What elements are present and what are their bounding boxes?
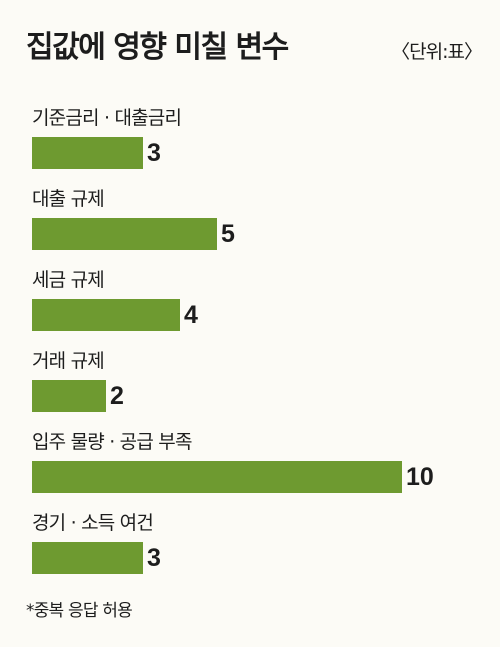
bar-category-label: 거래 규제 — [32, 350, 105, 372]
bar-row: 대출 규제 5 — [0, 187, 500, 250]
bar-row: 경기 · 소득 여건 3 — [0, 511, 500, 574]
bar-category-label: 입주 물량 · 공급 부족 — [32, 431, 192, 453]
bar-row: 기준금리 · 대출금리 3 — [0, 106, 500, 169]
bar-value-label: 3 — [147, 139, 161, 167]
bar — [32, 218, 217, 250]
bar — [32, 542, 143, 574]
chart-title: 집값에 영향 미칠 변수 — [26, 30, 289, 65]
bar-value-label: 10 — [406, 463, 434, 491]
bar-value-label: 2 — [110, 382, 124, 410]
bar-row: 세금 규제 4 — [0, 268, 500, 331]
bar-category-label: 경기 · 소득 여건 — [32, 512, 154, 534]
bar — [32, 461, 402, 493]
bar-value-label: 3 — [147, 544, 161, 572]
footnote: *중복 응답 허용 — [26, 601, 133, 621]
bar-category-label: 대출 규제 — [32, 188, 105, 210]
bar-category-label: 세금 규제 — [32, 269, 105, 291]
bar-row: 입주 물량 · 공급 부족 10 — [0, 430, 500, 493]
bar-category-label: 기준금리 · 대출금리 — [32, 107, 182, 129]
bar — [32, 137, 143, 169]
unit-label: 〈단위:표〉 — [391, 41, 483, 63]
bar — [32, 299, 180, 331]
bar-value-label: 4 — [184, 301, 198, 329]
bar-value-label: 5 — [221, 220, 235, 248]
bar-row: 거래 규제 2 — [0, 349, 500, 412]
bar — [32, 380, 106, 412]
